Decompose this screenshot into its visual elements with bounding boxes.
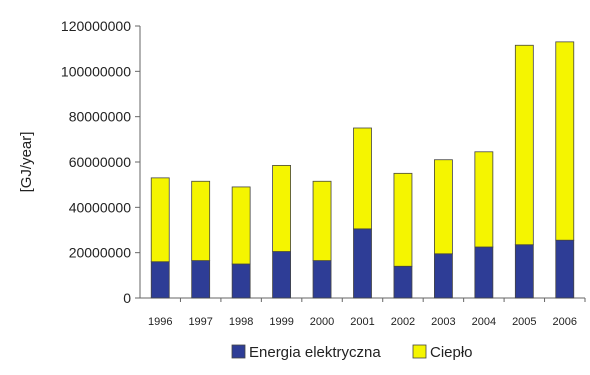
y-tick-label: 100000000 bbox=[61, 63, 131, 79]
y-tick-label: 0 bbox=[123, 290, 131, 306]
bar-segment-cieplo-2000 bbox=[312, 180, 332, 261]
x-tick-label: 1996 bbox=[148, 316, 172, 328]
bar-segment-cieplo-2001 bbox=[353, 127, 372, 230]
legend: Energia elektryczna Ciepło bbox=[231, 344, 473, 361]
x-tick-label: 1999 bbox=[269, 316, 293, 328]
bars bbox=[150, 41, 575, 299]
legend-swatch bbox=[412, 344, 427, 359]
y-tick-label: 60000000 bbox=[69, 154, 132, 170]
y-tick-labels: 0 20000000 40000000 60000000 80000000 1000000… bbox=[61, 18, 140, 306]
bar-segment-energia-2002 bbox=[393, 265, 413, 299]
x-tick-label: 2001 bbox=[350, 316, 374, 328]
x-tick-label: 2002 bbox=[391, 316, 415, 328]
x-tick-label: 2003 bbox=[431, 316, 455, 328]
y-tick-label: 120000000 bbox=[61, 18, 131, 34]
bar-segment-energia-1999 bbox=[272, 251, 291, 299]
y-tick-label: 20000000 bbox=[69, 245, 132, 261]
bar-segment-energia-2003 bbox=[434, 253, 453, 299]
y-tick-label: 80000000 bbox=[69, 109, 132, 125]
y-axis-label: [GJ/year] bbox=[18, 132, 35, 193]
bar-segment-cieplo-2004 bbox=[474, 151, 494, 248]
x-tick-label: 1998 bbox=[229, 316, 253, 328]
legend-label: Energia elektryczna bbox=[249, 344, 381, 361]
bar-segment-energia-2004 bbox=[474, 246, 494, 299]
x-tick-label: 1997 bbox=[188, 316, 212, 328]
bar-segment-cieplo-2006 bbox=[555, 41, 575, 241]
bar-segment-cieplo-2005 bbox=[514, 44, 534, 246]
bar-segment-cieplo-2002 bbox=[393, 172, 413, 267]
bar-segment-cieplo-1996 bbox=[150, 177, 170, 263]
y-tick-label: 40000000 bbox=[69, 199, 132, 215]
bar-segment-energia-2001 bbox=[353, 228, 372, 299]
x-tick-label: 2000 bbox=[310, 316, 334, 328]
x-tick-label: 2005 bbox=[512, 316, 536, 328]
x-tick-label: 2004 bbox=[472, 316, 496, 328]
bar-segment-energia-2006 bbox=[555, 239, 575, 299]
legend-label: Ciepło bbox=[430, 344, 473, 361]
bar-segment-energia-1997 bbox=[191, 260, 211, 299]
bar-segment-cieplo-1999 bbox=[272, 164, 291, 252]
x-tick-label: 2006 bbox=[553, 316, 577, 328]
bar-segment-cieplo-1998 bbox=[231, 186, 251, 265]
x-tick-labels: 1996 1997 1998 1999 2000 2001 2002 2003 2004 2005… bbox=[148, 298, 586, 328]
legend-swatch bbox=[231, 344, 246, 359]
bar-segment-cieplo-1997 bbox=[191, 180, 211, 261]
bar-segment-energia-2000 bbox=[312, 260, 332, 299]
bar-segment-energia-1996 bbox=[150, 261, 170, 299]
bar-segment-energia-1998 bbox=[231, 263, 251, 299]
bar-segment-energia-2005 bbox=[514, 244, 534, 299]
bar-segment-cieplo-2003 bbox=[434, 159, 453, 255]
